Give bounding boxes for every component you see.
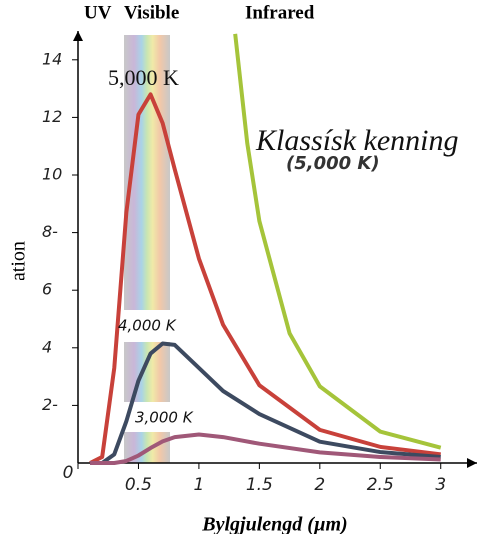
visible-band xyxy=(124,35,170,463)
series-label: 5,000 K xyxy=(108,65,179,90)
band-label: Visible xyxy=(124,2,179,23)
y-tick-label: 14 xyxy=(42,49,62,68)
line xyxy=(90,341,441,465)
y-axis-label: EM Radiation Intensity xyxy=(8,166,30,354)
y-tick-label: 12 xyxy=(42,107,62,126)
band-label: UV xyxy=(84,2,112,23)
line xyxy=(89,92,441,465)
series-label: Klassísk kenning xyxy=(255,124,459,157)
x-tick-label: 2 xyxy=(314,475,325,495)
y-tick-label: 8- xyxy=(42,222,58,241)
annotation: (5,000 K) xyxy=(286,153,380,174)
band-label: Infrared xyxy=(245,2,315,23)
x-tick-label: 1 xyxy=(193,475,204,495)
x-tick-label: 0.5 xyxy=(125,475,152,495)
line xyxy=(90,432,441,465)
x-tick-label: 1.5 xyxy=(246,475,273,495)
series-label: 3,000 K xyxy=(135,409,194,427)
y-tick-label: 4 xyxy=(42,337,52,356)
x-tick-label: 3 xyxy=(435,475,446,495)
y-tick-label: 10 xyxy=(42,165,62,184)
line xyxy=(233,33,442,450)
y-axis-arrow xyxy=(73,31,83,41)
x-axis-arrow xyxy=(467,458,477,468)
x-axis-label: Bylgjulengd (µm) xyxy=(201,514,347,534)
band-gap xyxy=(118,402,208,432)
y-tick-label: 2- xyxy=(42,395,58,414)
x-tick-label: 2.5 xyxy=(367,475,394,495)
x-tick-label: 0 xyxy=(63,463,74,483)
y-tick-label: 6 xyxy=(42,280,52,299)
band-gap xyxy=(118,310,188,342)
series-label: 4,000 K xyxy=(118,317,177,335)
